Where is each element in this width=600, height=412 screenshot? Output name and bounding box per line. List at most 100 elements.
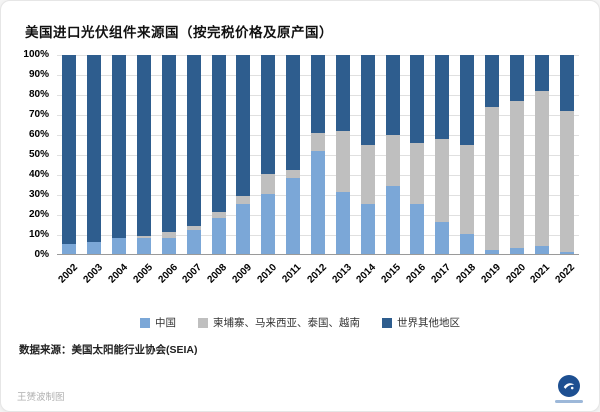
bar-2007 (186, 55, 201, 254)
bar-segment (360, 55, 375, 145)
bar-2016 (410, 55, 425, 254)
legend-item: 世界其他地区 (382, 315, 460, 330)
bar-2013 (335, 55, 350, 254)
bar-segment (186, 226, 201, 231)
footer: 王赟波制图 (17, 375, 583, 403)
bar-segment (236, 204, 251, 254)
y-tick-label: 90% (28, 69, 49, 80)
bar-segment (161, 232, 176, 239)
bar-segment (509, 55, 524, 101)
bar-2004 (112, 55, 127, 254)
bar-2017 (435, 55, 450, 254)
y-tick-label: 40% (28, 169, 49, 180)
y-tick-label: 10% (28, 229, 49, 240)
bar-segment (261, 174, 276, 195)
bar-segment (211, 218, 226, 254)
bar-segment (62, 55, 77, 245)
bar-segment (360, 144, 375, 205)
bar-segment (112, 238, 127, 254)
legend-swatch (140, 317, 150, 328)
bar-segment (261, 55, 276, 175)
bar-segment (559, 55, 574, 111)
bar-segment (410, 142, 425, 205)
legend-swatch (198, 317, 208, 328)
legend-label: 中国 (155, 317, 176, 329)
bar-2012 (311, 55, 325, 254)
bar-segment (509, 248, 524, 254)
publisher-logo-caption (555, 400, 583, 403)
bar-segment (460, 234, 475, 254)
stacked-bar-chart: 0% 10% 20% 30% 40% 50% 60% 70% 80% 90% 100% 2002 20… (11, 49, 581, 313)
bar-2021 (534, 55, 549, 254)
author-credit: 王赟波制图 (17, 392, 65, 403)
bar-segment (62, 244, 77, 254)
bar-segment (385, 55, 400, 135)
bar-segment (534, 246, 549, 254)
bar-segment (435, 55, 450, 139)
bar-segment (460, 55, 475, 145)
bar-2010 (261, 55, 276, 254)
bar-segment (211, 55, 226, 213)
bar-segment (311, 55, 325, 133)
bar-segment (385, 134, 400, 187)
bar-segment (186, 55, 201, 227)
bar-segment (435, 138, 450, 223)
chart-legend: 中国 柬埔寨、马来西亚、泰国、越南 世界其他地区 (1, 315, 599, 330)
bar-segment (335, 130, 350, 193)
legend-item: 柬埔寨、马来西亚、泰国、越南 (198, 315, 360, 330)
publisher-logo-icon (558, 375, 580, 397)
bar-2019 (485, 55, 499, 254)
bar-2022 (559, 55, 574, 254)
bar-2014 (360, 55, 375, 254)
y-tick-label: 50% (28, 149, 49, 160)
legend-item: 中国 (140, 315, 176, 330)
bar-2009 (236, 55, 251, 254)
bar-segment (335, 55, 350, 131)
bar-segment (460, 144, 475, 235)
bar-segment (485, 55, 499, 107)
y-tick-label: 80% (28, 89, 49, 100)
bar-segment (335, 192, 350, 254)
bar-segment (211, 212, 226, 219)
bar-2003 (87, 55, 102, 254)
bar-segment (137, 55, 151, 237)
publisher-logo (555, 375, 583, 403)
bar-2011 (286, 55, 301, 254)
bar-segment (311, 132, 325, 151)
bar-segment (410, 204, 425, 254)
bar-segment (186, 230, 201, 254)
bar-segment (509, 100, 524, 249)
legend-label: 柬埔寨、马来西亚、泰国、越南 (213, 317, 360, 329)
bar-2018 (460, 55, 475, 254)
bar-2015 (385, 55, 400, 254)
bar-2002 (62, 55, 77, 254)
y-tick-label: 20% (28, 209, 49, 220)
bar-segment (311, 150, 325, 254)
bar-segment (137, 238, 151, 254)
bar-segment (236, 55, 251, 197)
bar-segment (261, 194, 276, 254)
plot-area: 2002 2003 2004 2005 2006 2007 2008 2009 2010 2011… (57, 55, 579, 286)
bar-2008 (211, 55, 226, 254)
bar-segment (286, 178, 301, 254)
y-tick-label: 30% (28, 189, 49, 200)
bar-segment (87, 55, 102, 243)
bar-segment (161, 55, 176, 233)
bar-segment (161, 238, 176, 254)
bar-segment (410, 55, 425, 143)
bar-segment (435, 222, 450, 254)
y-tick-label: 100% (23, 49, 49, 60)
bar-segment (112, 55, 127, 239)
data-source-note: 数据来源：美国太阳能行业协会(SEIA) (19, 344, 198, 356)
bar-segment (137, 236, 151, 239)
bar-segment (534, 55, 549, 91)
bar-segment (236, 196, 251, 205)
bar-segment (286, 170, 301, 179)
chart-title: 美国进口光伏组件来源国（按完税价格及原产国） (25, 25, 333, 40)
y-axis-labels: 0% 10% 20% 30% 40% 50% 60% 70% 80% 90% 100% (11, 49, 53, 260)
bar-2006 (161, 55, 176, 254)
legend-label: 世界其他地区 (397, 317, 460, 329)
bar-segment (87, 242, 102, 254)
bar-segment (360, 204, 375, 254)
